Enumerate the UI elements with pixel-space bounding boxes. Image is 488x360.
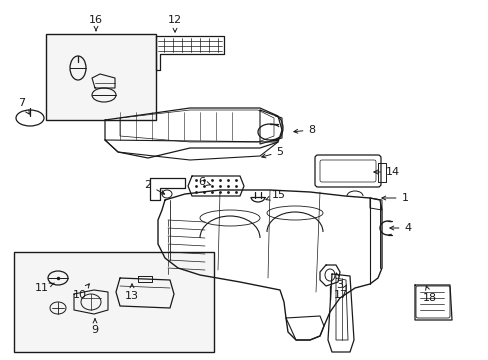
Text: 1: 1 [381, 193, 407, 203]
Text: 12: 12 [167, 15, 182, 32]
Text: 5: 5 [261, 147, 283, 158]
Text: 14: 14 [373, 167, 399, 177]
Text: 6: 6 [198, 177, 210, 187]
Text: 17: 17 [333, 285, 347, 300]
Text: 18: 18 [422, 286, 436, 303]
Text: 8: 8 [293, 125, 315, 135]
Text: 4: 4 [389, 223, 411, 233]
Text: 16: 16 [89, 15, 103, 31]
Text: 9: 9 [91, 319, 99, 335]
Bar [46, 34, 156, 120]
Text: 13: 13 [125, 284, 139, 301]
Text: 15: 15 [265, 190, 285, 200]
Text: 3: 3 [335, 273, 343, 290]
Text: 10: 10 [73, 284, 89, 300]
Text: 11: 11 [35, 283, 54, 293]
Text: 2: 2 [144, 180, 164, 194]
Bar [14, 252, 214, 352]
Text: 7: 7 [19, 98, 29, 114]
